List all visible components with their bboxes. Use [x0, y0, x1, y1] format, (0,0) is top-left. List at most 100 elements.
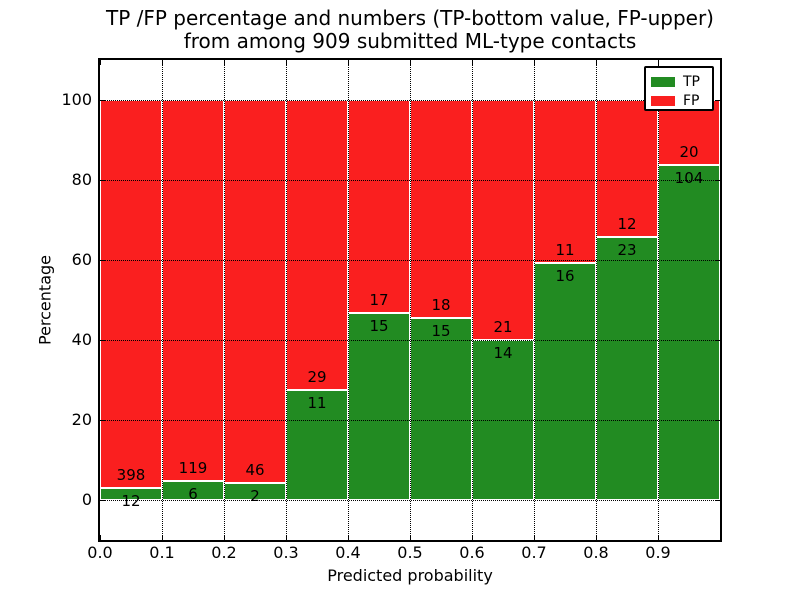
y-tick-label: 0 [81, 490, 92, 509]
tp-bar-segment [596, 237, 658, 500]
fp-count-label: 398 [116, 466, 146, 485]
x-tick-mark [286, 535, 287, 540]
y-tick-mark [100, 100, 105, 101]
x-tick-mark [162, 535, 163, 540]
tp-legend-swatch [651, 76, 675, 87]
fp-bar-segment [162, 100, 224, 481]
y-tick-mark [100, 260, 105, 261]
y-tick-label: 20 [71, 410, 92, 429]
y-tick-mark [715, 420, 720, 421]
fp-legend-swatch [651, 95, 675, 106]
fp-bar-segment [224, 100, 286, 484]
tp-bar-segment [658, 164, 720, 500]
fp-count-label: 20 [679, 142, 699, 161]
x-tick-label: 0.1 [149, 543, 175, 562]
y-tick-mark [715, 100, 720, 101]
tp-count-label: 15 [431, 322, 451, 341]
fp-count-label: 46 [245, 461, 265, 480]
y-tick-mark [715, 340, 720, 341]
x-tick-label: 0.5 [397, 543, 423, 562]
x-tick-mark [224, 535, 225, 540]
x-tick-mark [100, 60, 101, 65]
fp-bar-segment [100, 100, 162, 489]
fp-bar-segment [596, 100, 658, 238]
tp-count-label: 12 [121, 492, 141, 511]
x-tick-mark [410, 535, 411, 540]
x-tick-label: 0.4 [335, 543, 361, 562]
plot-area: Predicted probability 398 12 119 6 46 2 29 11 17… [87, 58, 722, 585]
tp-count-label: 16 [555, 266, 575, 285]
legend-row: TP [646, 72, 712, 91]
vertical-gridline [347, 60, 349, 540]
fp-count-label: 17 [369, 290, 389, 309]
legend-label: TP [683, 73, 700, 90]
fp-bar-segment [410, 100, 472, 319]
y-tick-label: 40 [71, 330, 92, 349]
vertical-gridline [471, 60, 473, 540]
x-tick-label: 0.9 [645, 543, 671, 562]
y-tick-label: 60 [71, 250, 92, 269]
y-tick-mark [715, 180, 720, 181]
tp-count-label: 11 [307, 394, 327, 412]
x-tick-mark [348, 535, 349, 540]
x-tick-mark [224, 60, 225, 65]
fp-bar-segment [286, 100, 348, 390]
y-tick-mark [100, 340, 105, 341]
x-tick-mark [534, 535, 535, 540]
y-tick-mark [715, 260, 720, 261]
horizontal-gridline [100, 99, 720, 101]
tp-count-label: 23 [617, 241, 637, 260]
fp-count-label: 11 [555, 240, 575, 259]
y-tick-mark [715, 500, 720, 501]
chart-title: TP /FP percentage and numbers (TP-bottom… [100, 7, 720, 53]
x-tick-mark [596, 60, 597, 65]
legend-label: FP [683, 92, 700, 109]
vertical-gridline [223, 60, 225, 540]
y-tick-label: 100 [61, 90, 92, 109]
tp-bar-segment [534, 262, 596, 500]
tp-count-label: 15 [369, 316, 389, 335]
x-tick-mark [658, 535, 659, 540]
horizontal-gridline [100, 179, 720, 181]
x-tick-mark [286, 60, 287, 65]
y-tick-mark [100, 420, 105, 421]
y-tick-mark [100, 180, 105, 181]
x-axis-label: Predicted probability [327, 566, 493, 585]
x-tick-mark [658, 60, 659, 65]
x-tick-mark [100, 535, 101, 540]
horizontal-gridline [100, 499, 720, 501]
vertical-gridline [533, 60, 535, 540]
vertical-gridline [657, 60, 659, 540]
x-tick-mark [534, 60, 535, 65]
fp-bar-segment [472, 100, 534, 340]
fp-count-label: 21 [493, 318, 513, 336]
x-tick-mark [162, 60, 163, 65]
chart-title-line1: TP /FP percentage and numbers (TP-bottom… [106, 6, 714, 30]
tp-count-label: 104 [674, 168, 704, 187]
tp-count-label: 2 [250, 487, 260, 506]
horizontal-gridline [100, 259, 720, 261]
fp-bar-segment [348, 100, 410, 313]
tp-count-label: 14 [493, 344, 513, 362]
x-tick-mark [410, 60, 411, 65]
x-tick-label: 0.7 [521, 543, 547, 562]
fp-bar-segment [534, 100, 596, 263]
x-tick-mark [348, 60, 349, 65]
legend-row: FP [646, 91, 712, 110]
x-tick-label: 0.6 [459, 543, 485, 562]
x-tick-label: 0.8 [583, 543, 609, 562]
x-tick-mark [472, 535, 473, 540]
x-tick-label: 0.3 [273, 543, 299, 562]
tp-bar-segment [348, 312, 410, 500]
tp-count-label: 6 [188, 484, 198, 503]
horizontal-gridline [100, 419, 720, 421]
fp-count-label: 12 [617, 215, 637, 234]
y-tick-mark [100, 500, 105, 501]
vertical-gridline [161, 60, 163, 540]
y-tick-label: 80 [71, 170, 92, 189]
fp-count-label: 29 [307, 368, 327, 386]
x-tick-mark [472, 60, 473, 65]
vertical-gridline [409, 60, 411, 540]
fp-count-label: 18 [431, 296, 451, 315]
horizontal-gridline [100, 339, 720, 341]
